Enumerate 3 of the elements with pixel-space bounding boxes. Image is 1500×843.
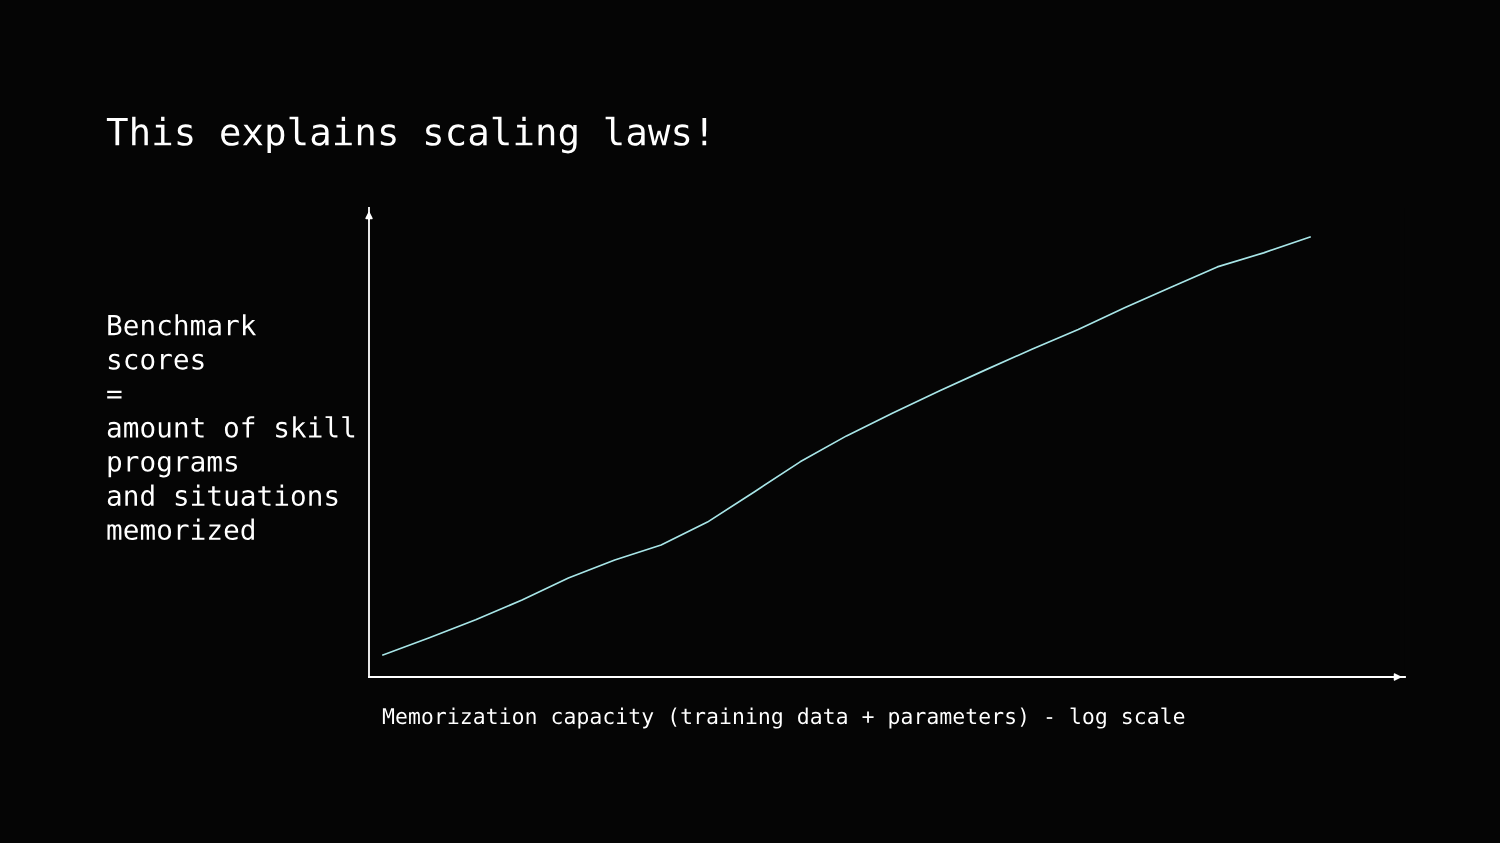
chart-title: This explains scaling laws! (106, 116, 707, 154)
x-axis-title: Memorization capacity (training data + parameters) - log scale (382, 707, 1185, 729)
y-axis-title: Benchmark scores = amount of skill programs and situations memorized (107, 314, 355, 541)
